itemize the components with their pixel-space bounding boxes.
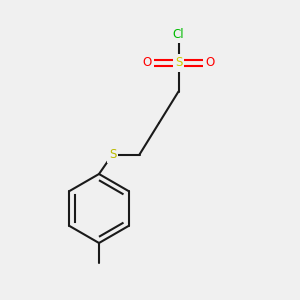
Text: S: S	[109, 148, 116, 161]
Text: O: O	[142, 56, 152, 70]
Text: Cl: Cl	[173, 28, 184, 41]
Text: O: O	[206, 56, 214, 70]
Text: S: S	[175, 56, 182, 70]
